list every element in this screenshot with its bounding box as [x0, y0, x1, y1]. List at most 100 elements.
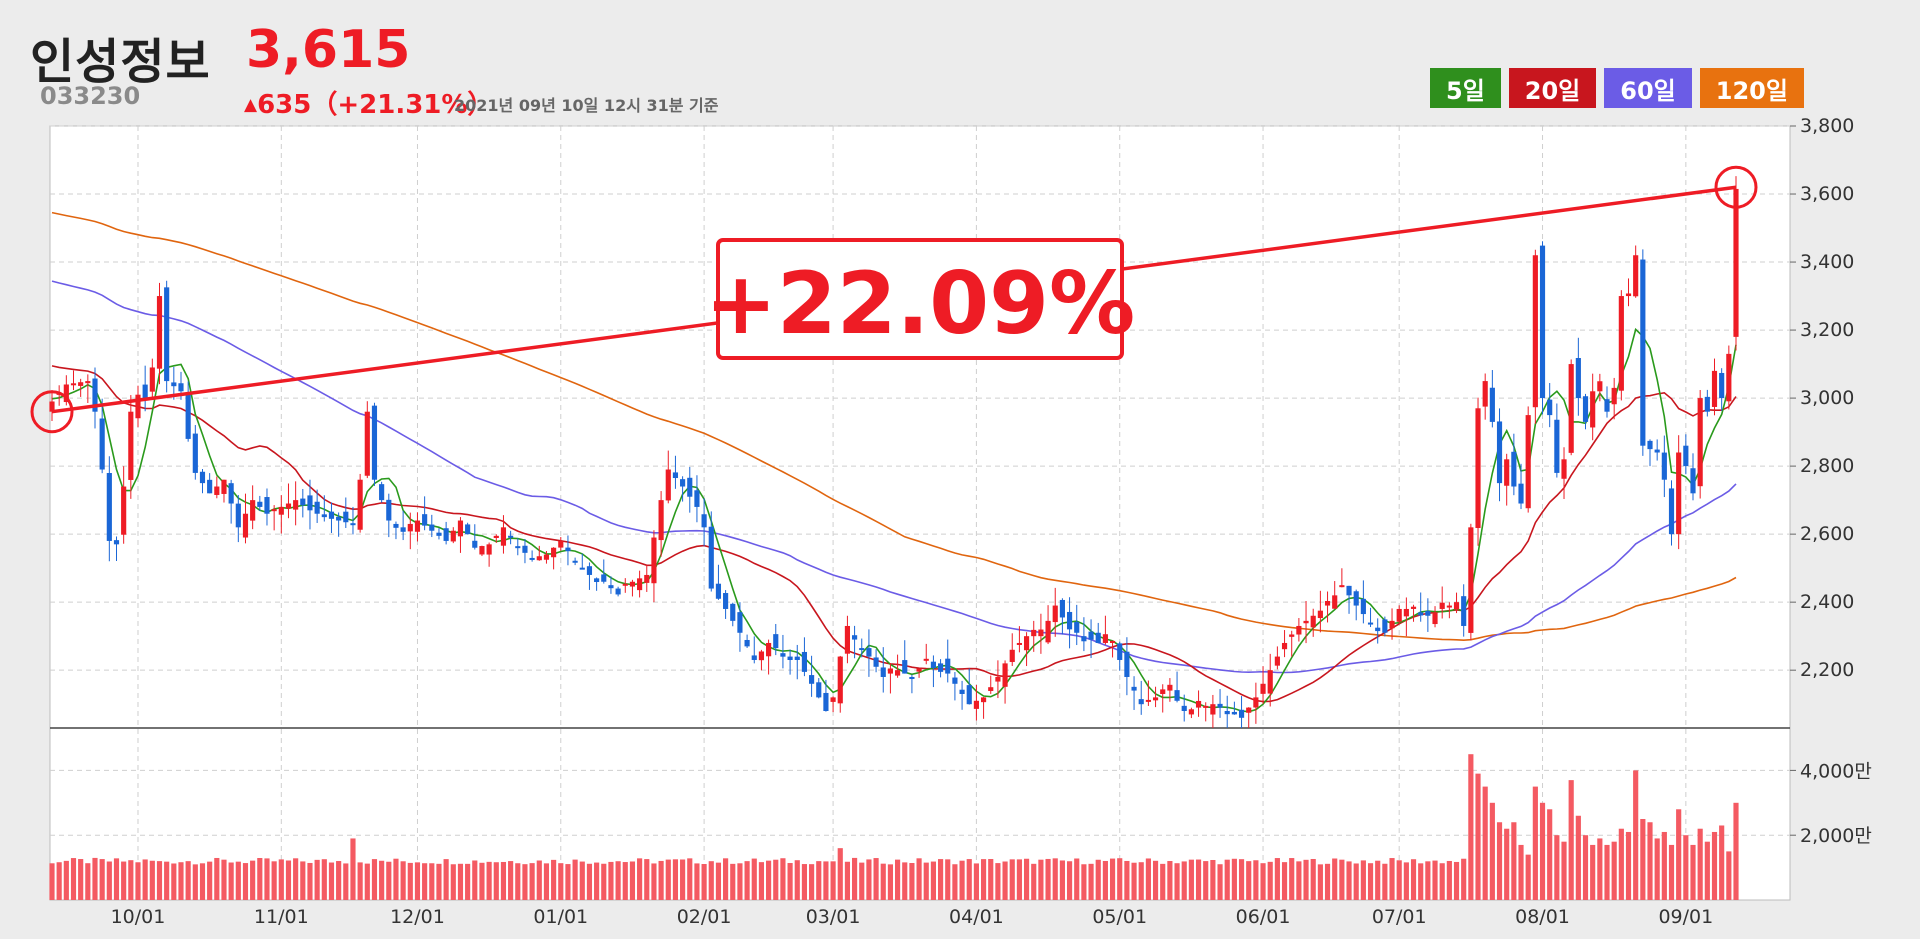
candle-down [773, 634, 779, 649]
volume-bar [1303, 859, 1309, 900]
candle-down [952, 677, 958, 684]
volume-bar [371, 859, 378, 900]
volume-bar [572, 859, 578, 900]
volume-bar [1439, 863, 1445, 900]
volume-bar [1547, 809, 1553, 900]
candle-up [658, 500, 664, 541]
candle-down [113, 540, 120, 545]
candle-down [1346, 585, 1352, 596]
candle-up [457, 520, 464, 537]
volume-bar [214, 857, 220, 900]
volume-bar [988, 859, 994, 900]
volume-bar [407, 862, 413, 900]
candle-down [178, 383, 184, 392]
volume-bar [543, 863, 550, 900]
candle-down [264, 497, 270, 514]
candle-down [307, 495, 313, 511]
volume-bar [1554, 835, 1560, 900]
volume-bar [156, 861, 163, 900]
ma120-line [51, 211, 1737, 642]
candle-up [1597, 381, 1603, 392]
date-tick-label: 02/01 [677, 906, 732, 928]
up-triangle-icon: ▲ [244, 95, 258, 115]
volume-bar [350, 838, 356, 900]
candle-up [1031, 629, 1037, 637]
candle-down [142, 384, 148, 399]
candle-down [1174, 690, 1180, 701]
candle-down [1081, 636, 1087, 642]
candle-down [106, 473, 112, 541]
candle-down [515, 546, 521, 549]
candle-down [594, 578, 600, 583]
volume-bar [1432, 860, 1438, 900]
legend-ma20-button[interactable]: 20일 [1508, 68, 1597, 108]
candle-up [1439, 602, 1445, 609]
volume-bar [1224, 859, 1230, 900]
legend-ma60-button[interactable]: 60일 [1604, 68, 1692, 108]
candle-down [343, 511, 349, 523]
volume-bar [49, 863, 55, 900]
stock-code: 033230 [40, 82, 141, 110]
candle-up [644, 574, 650, 583]
volume-bar [973, 863, 979, 900]
volume-bar [608, 861, 614, 900]
price-tick-label: 3,000 [1800, 387, 1854, 409]
volume-bar [429, 863, 435, 900]
volume-bar [930, 861, 936, 900]
candle-up [1160, 689, 1166, 694]
volume-bar [959, 860, 965, 900]
candle-up [49, 401, 55, 412]
candle-up [1403, 608, 1409, 617]
price-tick-label: 3,800 [1800, 115, 1854, 137]
volume-bar [1561, 841, 1567, 900]
volume-bar [1446, 860, 1452, 900]
volume-bar [472, 860, 478, 900]
volume-bar [551, 859, 557, 900]
volume-bar [801, 864, 808, 900]
date-tick-label: 10/01 [111, 906, 166, 928]
volume-bar [658, 860, 664, 900]
volume-bar [895, 859, 901, 900]
volume-bar [945, 859, 951, 900]
volume-bar [1002, 861, 1008, 900]
stock-name: 인성정보 [30, 34, 211, 90]
volume-bar [887, 864, 893, 900]
volume-bar [99, 859, 105, 900]
date-tick-label: 01/01 [533, 906, 588, 928]
volume-bar [1539, 802, 1546, 900]
candle-down [687, 477, 693, 497]
candle-down [1683, 445, 1689, 467]
candle-down [909, 676, 915, 679]
volume-bar [1618, 828, 1624, 900]
candle-up [1525, 415, 1531, 509]
volume-bar [1066, 861, 1073, 900]
candle-down [207, 479, 213, 494]
volume-bar [629, 861, 636, 900]
candle-down [429, 524, 435, 531]
candle-up [1475, 408, 1481, 528]
volume-bar [149, 860, 155, 900]
volume-bar [1375, 860, 1381, 900]
volume-bar [1640, 819, 1646, 900]
candle-up [1002, 663, 1008, 687]
volume-bar [680, 859, 686, 900]
candle-up [1289, 634, 1295, 637]
volume-bar [1310, 858, 1316, 900]
candle-up [1446, 605, 1452, 608]
candle-up [844, 625, 851, 654]
volume-bar [694, 863, 700, 900]
volume-bar [1274, 858, 1280, 900]
volume-bar [457, 863, 464, 900]
candle-up [1167, 684, 1173, 691]
volume-bar [1081, 864, 1087, 900]
legend-ma5-button[interactable]: 5일 [1430, 68, 1501, 108]
candle-down [1654, 449, 1660, 453]
candle-up [1317, 610, 1323, 619]
legend-ma120-button[interactable]: 120일 [1699, 68, 1804, 108]
candle-up [278, 506, 284, 515]
candle-up [1246, 707, 1252, 713]
volume-bar [1489, 802, 1495, 900]
candle-down [164, 287, 170, 382]
volume-bar [1160, 863, 1166, 900]
candle-down [1604, 399, 1610, 412]
